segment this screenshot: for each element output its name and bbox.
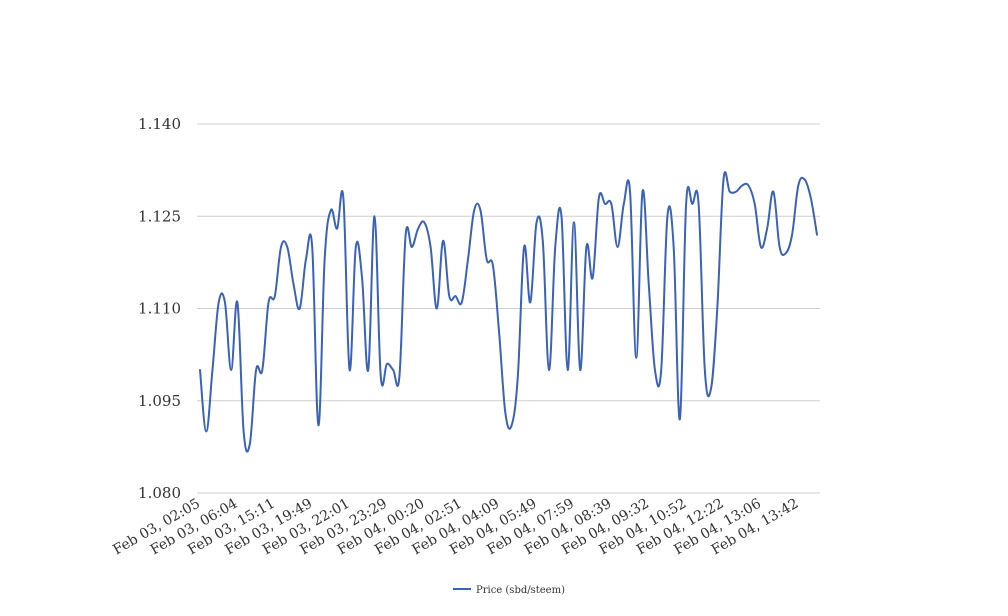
legend[interactable]: Price (sbd/steem) (453, 585, 565, 596)
y-tick-label: 1.095 (138, 392, 181, 410)
series-layer (199, 171, 818, 453)
grid-lines (197, 123, 820, 494)
y-axis-tick-labels: 1.080 1.095 1.110 1.125 1.140 (138, 115, 181, 502)
y-tick-label: 1.110 (138, 300, 181, 318)
y-tick-label: 1.140 (138, 115, 181, 133)
y-tick-label: 1.080 (138, 484, 181, 502)
y-tick-label: 1.125 (138, 207, 181, 225)
series-line-price (199, 171, 818, 453)
legend-label-price: Price (sbd/steem) (476, 585, 565, 596)
